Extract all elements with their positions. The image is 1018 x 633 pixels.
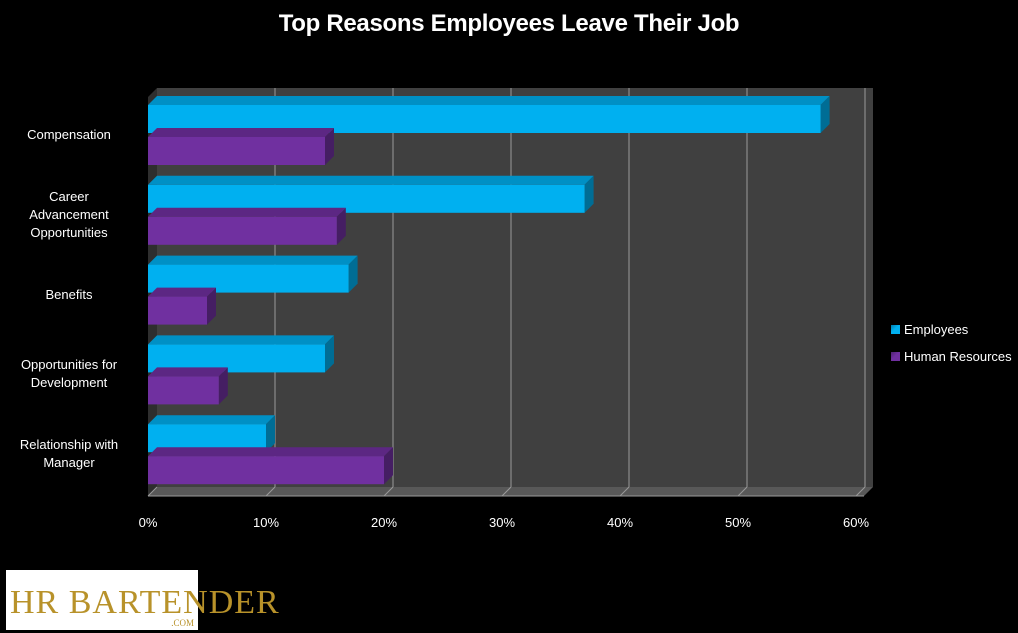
category-label: Compensation — [0, 126, 138, 144]
bar-end-human-resources — [218, 367, 228, 405]
bar-end-employees — [325, 335, 334, 373]
logo-sub: .COM — [171, 618, 194, 628]
gridline-floor — [147, 486, 158, 497]
bar-end-human-resources — [384, 447, 393, 485]
bar-human-resources — [148, 216, 337, 245]
bar-human-resources — [148, 296, 207, 325]
category-label-line: Benefits — [45, 286, 93, 302]
legend-swatch-human-resources — [891, 352, 900, 361]
category-label: Benefits — [0, 286, 138, 304]
legend-item-human-resources: Human Resources — [891, 343, 1012, 370]
category-label: Career Advancement Opportunities — [0, 188, 138, 242]
legend-label-employees: Employees — [904, 322, 969, 337]
bar-end-human-resources — [336, 207, 346, 245]
bar-end-human-resources — [325, 128, 334, 165]
category-label: Relationship with Manager — [0, 436, 138, 472]
bar-top-human-resources — [148, 207, 346, 217]
legend-swatch-employees — [891, 325, 900, 334]
bar-human-resources — [148, 137, 325, 165]
bar-top-human-resources — [148, 128, 334, 137]
legend-label-human-resources: Human Resources — [904, 349, 1012, 364]
bar-end-employees — [348, 255, 358, 293]
bar-end-employees — [266, 415, 275, 453]
gridline-floor — [737, 486, 748, 497]
plot-floor — [148, 487, 873, 496]
bar-end-human-resources — [207, 287, 216, 325]
legend-item-employees: Employees — [891, 316, 1012, 343]
hr-bartender-logo: HR BARTENDER .COM — [6, 570, 279, 630]
category-label-line: Relationship with — [19, 437, 119, 453]
category-label-line: Opportunities — [30, 224, 108, 240]
x-tick-label: 30% — [489, 515, 515, 530]
gridline-floor — [383, 486, 394, 497]
bar-human-resources — [148, 376, 219, 405]
x-tick-label: 40% — [607, 515, 633, 530]
category-label-line: Development — [30, 375, 108, 391]
gridline-floor — [855, 486, 866, 497]
category-label-line: Compensation — [27, 126, 111, 142]
bar-top-employees — [148, 96, 830, 105]
chart-title: Top Reasons Employees Leave Their Job — [278, 10, 740, 37]
bar-top-employees — [148, 175, 594, 185]
bar-top-employees — [148, 335, 334, 345]
bar-top-employees — [148, 255, 358, 265]
bar-top-human-resources — [148, 287, 216, 297]
x-tick-label: 50% — [725, 515, 751, 530]
bar-human-resources — [148, 456, 384, 485]
logo-text: HR BARTENDER — [10, 584, 280, 621]
category-label-line: Career — [49, 188, 89, 204]
x-tick-label: 10% — [253, 515, 279, 530]
bar-top-employees — [148, 415, 275, 425]
x-tick-label: 0% — [139, 515, 158, 530]
category-label-line: Opportunities for — [20, 357, 118, 373]
bar-end-employees — [584, 175, 594, 213]
x-tick-label: 60% — [843, 515, 869, 530]
gridline-floor — [501, 486, 512, 497]
category-label: Opportunities for Development — [0, 356, 138, 392]
bar-end-employees — [820, 96, 830, 133]
legend: Employees Human Resources — [891, 316, 1012, 370]
category-label-line: Advancement — [29, 206, 109, 222]
gridline-floor — [619, 486, 630, 497]
category-label-line: Manager — [43, 455, 95, 471]
bar-top-human-resources — [148, 447, 393, 457]
gridline-floor — [265, 486, 276, 497]
bar-top-human-resources — [148, 367, 228, 377]
x-tick-label: 20% — [371, 515, 397, 530]
